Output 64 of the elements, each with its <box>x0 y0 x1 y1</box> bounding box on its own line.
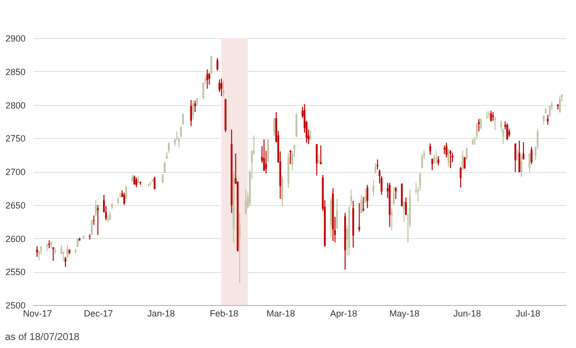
candlestick <box>263 138 265 172</box>
x-tick-label: Jul-18 <box>516 308 540 318</box>
candlestick <box>38 250 40 261</box>
x-tick-label: Mar-18 <box>266 308 296 318</box>
y-tick-label: 2750 <box>5 134 26 144</box>
candlestick <box>135 177 138 188</box>
candlestick <box>210 56 212 75</box>
candlestick <box>462 150 464 171</box>
candlestick <box>404 197 407 216</box>
candlestick <box>190 100 192 127</box>
candlestick <box>421 154 424 169</box>
x-tick-label: Apr-18 <box>330 308 358 318</box>
candlestick <box>518 140 520 173</box>
candlestick <box>92 215 95 226</box>
candlestick <box>216 58 218 72</box>
candlestick <box>528 152 530 174</box>
candlestick <box>372 180 374 196</box>
x-tick-label: Nov-17 <box>23 308 52 318</box>
y-tick-label: 2900 <box>5 34 26 44</box>
candlestick <box>450 150 452 169</box>
candlestick <box>218 78 220 93</box>
y-tick-label: 2800 <box>5 100 26 110</box>
candlestick <box>494 116 496 131</box>
candlestick <box>192 100 194 120</box>
candlestick <box>267 138 269 162</box>
candlestick <box>490 110 492 122</box>
candlestick <box>222 80 224 98</box>
candlestick <box>522 142 524 160</box>
candlestick <box>478 118 480 132</box>
candlestick <box>36 246 38 258</box>
y-tick-label: 2500 <box>5 300 26 310</box>
y-tick-label: 2650 <box>5 200 26 210</box>
candlestick <box>194 100 196 113</box>
y-tick-label: 2700 <box>5 167 26 177</box>
candlestick <box>364 188 366 204</box>
x-tick-label: Jun-18 <box>453 308 481 318</box>
x-tick-label: Feb-18 <box>210 308 238 318</box>
candlestick <box>400 183 403 207</box>
candlestick <box>559 94 561 114</box>
candlestick <box>530 146 532 165</box>
text: as of 18/07/2018 <box>4 332 80 343</box>
candlestick <box>66 244 68 258</box>
candlestick <box>296 112 298 138</box>
candlestick <box>366 184 368 209</box>
candlestick <box>520 154 522 178</box>
candlestick <box>182 112 184 126</box>
candlestick <box>460 166 462 188</box>
y-tick-label: 2850 <box>5 66 26 77</box>
candlestick <box>220 78 222 97</box>
candlestick <box>402 201 405 222</box>
candlestick <box>52 246 54 262</box>
candlestick <box>446 142 448 158</box>
candlestick <box>64 256 66 268</box>
candlestick <box>435 150 438 165</box>
candlestick <box>154 176 156 190</box>
candlestick <box>336 198 338 230</box>
x-tick-label: May-18 <box>389 308 420 318</box>
candlestick <box>96 204 99 236</box>
candlestick <box>448 148 450 168</box>
x-tick-label: Dec-17 <box>84 308 113 318</box>
y-tick-label: 2600 <box>5 234 26 244</box>
candlestick <box>374 162 376 174</box>
x-tick-label: Jan-18 <box>147 308 175 318</box>
y-tick-label: 2550 <box>5 267 26 278</box>
